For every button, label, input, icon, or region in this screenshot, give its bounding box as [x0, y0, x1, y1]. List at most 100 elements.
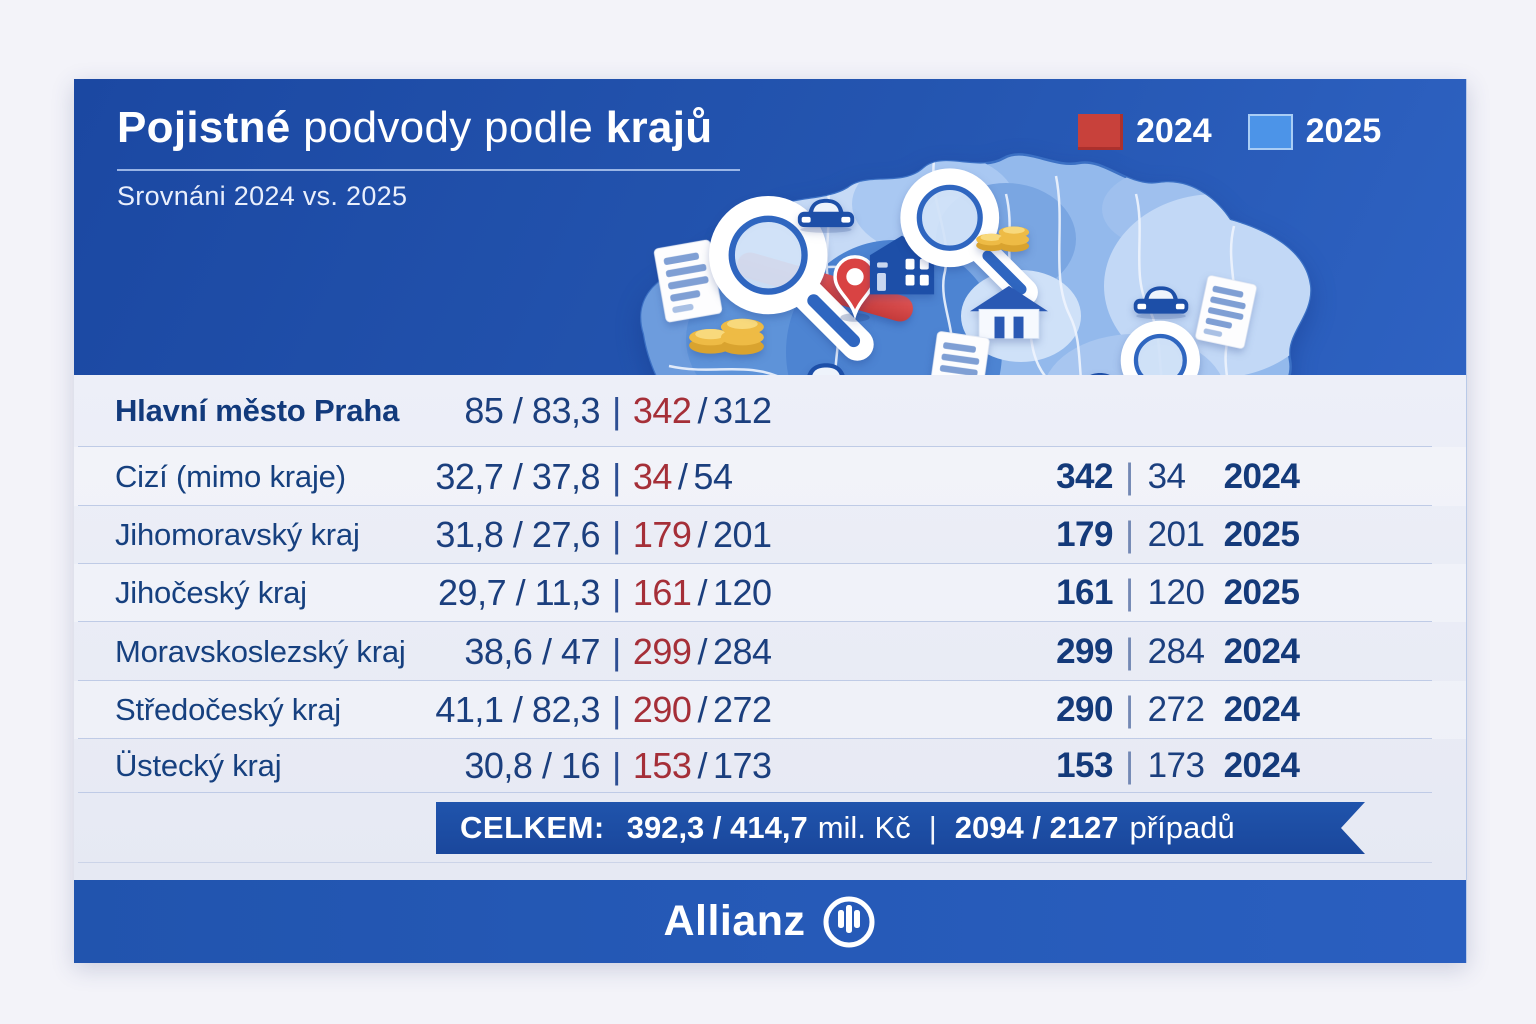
cases-2024-value: 290	[632, 689, 692, 730]
row-values: 38,6 / 47 | 299/284	[404, 631, 854, 673]
pipe-separator: |	[1125, 515, 1134, 554]
pipe-separator: |	[1125, 456, 1134, 496]
cases-2024-value: 34	[632, 455, 673, 497]
legend-label-2024: 2024	[1136, 112, 1212, 150]
pipe-separator: |	[1125, 573, 1134, 612]
cases-2025-value: 173	[712, 745, 772, 786]
pipe-separator: |	[1125, 746, 1134, 785]
row-values: 85 / 83,3 | 342/312	[404, 390, 854, 432]
table-row-stredocesky: Středočeský kraj 41,1 / 82,3 | 290/272 290…	[74, 681, 1466, 739]
row-right-values: 179 | 201 2025	[993, 515, 1300, 555]
totals-ribbon: CELKEM: 392,3 / 414,7 mil. Kč | 2094 / 2…	[436, 802, 1365, 854]
right-value-2: 284	[1147, 631, 1205, 671]
pipe-separator: |	[612, 745, 621, 786]
year-badge: 2025	[1223, 573, 1300, 612]
slash-separator: /	[697, 630, 707, 672]
legend-label-2025: 2025	[1305, 112, 1382, 150]
row-values: 32,7 / 37,8 | 34/54	[404, 456, 854, 498]
cases-2024-value: 179	[632, 514, 692, 555]
region-label: Jihočeský kraj	[115, 575, 307, 610]
money-value: 38,6 / 47	[464, 630, 600, 672]
row-values: 41,1 / 82,3 | 290/272	[404, 689, 854, 731]
cases-2025-value: 120	[712, 572, 772, 613]
table-row-ustecky: Üstecký kraj 30,8 / 16 | 153/173 153 | 173 20…	[74, 739, 1466, 793]
slash-separator: /	[697, 390, 707, 431]
header: Pojistné podvody podle krajů Srovnáni 20…	[74, 79, 1466, 375]
right-value-1: 290	[1056, 690, 1113, 729]
right-value-2: 173	[1147, 746, 1205, 785]
slash-separator: /	[697, 514, 707, 555]
totals-cases-unit: případů	[1129, 810, 1235, 845]
year-badge: 2024	[1223, 631, 1300, 671]
year-badge: 2024	[1223, 746, 1300, 785]
pipe-separator: |	[612, 572, 621, 613]
right-value-1: 342	[1056, 456, 1113, 496]
money-value: 85 / 83,3	[464, 390, 600, 431]
table-row-jihomoravsky: Jihomoravský kraj 31,8 / 27,6 | 179/201 17…	[74, 506, 1466, 564]
table-row-moravskoslezsky: Moravskoslezský kraj 38,6 / 47 | 299/284 2…	[74, 622, 1466, 681]
subtitle: Srovnáni 2024 vs. 2025	[117, 181, 408, 211]
row-right-values: 299 | 284 2024	[993, 631, 1300, 672]
money-value: 29,7 / 11,3	[438, 572, 600, 613]
year-badge: 2024	[1223, 690, 1300, 729]
infographic-card: Pojistné podvody podle krajů Srovnáni 20…	[74, 79, 1467, 963]
totals-money-unit: mil. Kč	[817, 810, 911, 845]
right-value-2: 120	[1147, 573, 1205, 612]
region-label: Středočeský kraj	[115, 692, 341, 727]
money-value: 41,1 / 82,3	[435, 689, 600, 730]
pipe-separator: |	[928, 810, 937, 845]
row-right-values: 290 | 272 2024	[993, 690, 1300, 730]
legend: 2024 2025	[1078, 112, 1381, 151]
cases-2024-value: 299	[632, 630, 692, 672]
row-right-values: 153 | 173 2024	[993, 746, 1300, 786]
cases-2025-value: 272	[712, 689, 772, 730]
row-values: 31,8 / 27,6 | 179/201	[404, 514, 854, 556]
right-value-2: 34	[1147, 456, 1186, 496]
right-value-1: 179	[1056, 515, 1113, 554]
row-values: 30,8 / 16 | 153/173	[404, 745, 854, 787]
region-table: Hlavní město Praha 85 / 83,3 | 342/312 Ciz…	[74, 375, 1466, 880]
right-value-1: 153	[1056, 746, 1113, 785]
cases-2025-value: 54	[693, 455, 733, 497]
region-label: Hlavní město Praha	[115, 393, 400, 428]
right-value-2: 201	[1147, 515, 1205, 554]
footer-bar: Allianz	[74, 880, 1466, 963]
year-badge: 2024	[1223, 456, 1300, 496]
cases-2025-value: 201	[712, 514, 772, 555]
title-underline	[117, 169, 740, 171]
cases-2024-value: 342	[632, 390, 692, 431]
pipe-separator: |	[612, 514, 621, 555]
row-right-values: 161 | 120 2025	[993, 573, 1300, 613]
cases-2025-value: 284	[712, 630, 772, 672]
title-mid: podvody podle	[290, 103, 606, 152]
cases-2024-value: 153	[632, 745, 692, 786]
allianz-logo-icon	[823, 896, 875, 947]
money-value: 31,8 / 27,6	[435, 514, 600, 555]
slash-separator: /	[697, 689, 707, 730]
legend-swatch-2025	[1247, 113, 1293, 150]
pipe-separator: |	[1125, 631, 1134, 671]
table-row-praha: Hlavní město Praha 85 / 83,3 | 342/312	[74, 375, 1466, 447]
title-bold-1: Pojistné	[117, 103, 291, 152]
slash-separator: /	[697, 745, 707, 786]
slash-separator: /	[697, 572, 707, 613]
right-value-2: 272	[1147, 690, 1205, 729]
region-label: Moravskoslezský kraj	[115, 633, 406, 669]
allianz-wordmark: Allianz	[663, 897, 806, 945]
title-bold-2: krajů	[605, 103, 713, 152]
region-label: Üstecký kraj	[115, 748, 282, 783]
table-row-cizi: Cizí (mimo kraje) 32,7 / 37,8 | 34/54 342 |…	[74, 447, 1466, 506]
table-row-jihocesky: Jihočeský kraj 29,7 / 11,3 | 161/120 161 | 1…	[74, 564, 1466, 622]
pipe-separator: |	[612, 689, 621, 730]
cases-2024-value: 161	[632, 572, 692, 613]
totals-label: CELKEM:	[460, 810, 605, 845]
right-value-1: 161	[1056, 573, 1113, 612]
pipe-separator: |	[1125, 690, 1134, 729]
totals-money: 392,3 / 414,7	[626, 810, 808, 845]
totals-cases: 2094 / 2127	[954, 810, 1119, 845]
region-label: Jihomoravský kraj	[115, 517, 360, 552]
right-value-1: 299	[1056, 631, 1113, 671]
row-right-values: 342 | 34 2024	[993, 456, 1300, 497]
money-value: 32,7 / 37,8	[435, 455, 600, 497]
row-values: 29,7 / 11,3 | 161/120	[404, 572, 854, 614]
